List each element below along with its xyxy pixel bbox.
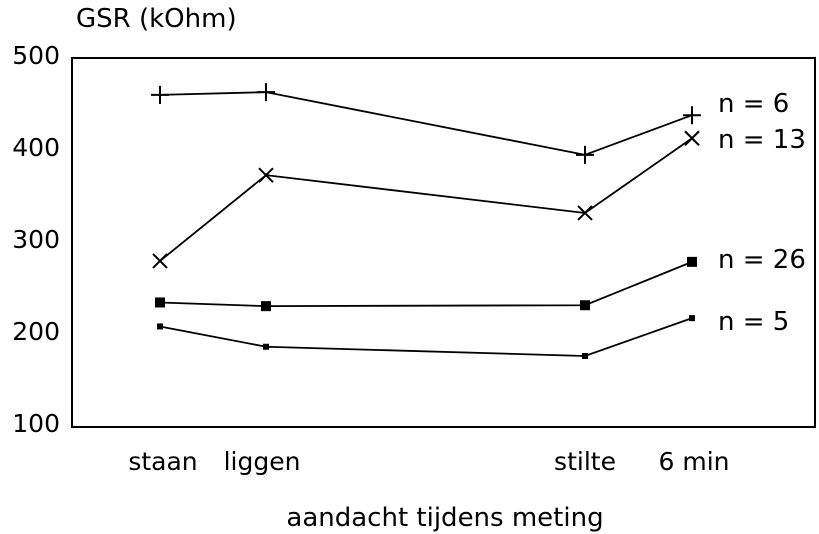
y-tick-label: 200 <box>12 317 60 346</box>
series-line <box>159 91 693 156</box>
data-point <box>258 167 274 183</box>
data-point <box>683 106 701 125</box>
x-tick-label: liggen <box>224 447 301 476</box>
data-point <box>580 300 590 311</box>
series-line <box>159 137 693 262</box>
series-label: n = 6 <box>718 89 789 119</box>
data-point <box>689 315 695 322</box>
data-point <box>157 323 163 330</box>
data-point <box>151 85 169 104</box>
series-label: n = 5 <box>718 307 789 337</box>
x-tick-label: staan <box>128 447 197 476</box>
plot-frame <box>71 57 816 428</box>
series-1: n = 13 <box>152 125 806 269</box>
series-line <box>159 317 693 357</box>
series-label: n = 26 <box>718 245 806 275</box>
x-tick-label: stilte <box>554 447 616 476</box>
data-point <box>687 256 697 267</box>
y-tick-label: 500 <box>12 41 60 70</box>
x-tick-label: 6 min <box>659 447 730 476</box>
data-point <box>684 130 700 146</box>
data-point <box>155 297 165 308</box>
y-tick-label: 400 <box>12 133 60 162</box>
data-point <box>257 83 275 102</box>
series-line <box>159 261 693 308</box>
y-axis-label: GSR (kOhm) <box>76 4 237 34</box>
y-tick-label: 100 <box>12 409 60 438</box>
x-axis-label: aandacht tijdens meting <box>286 503 603 533</box>
series-2: n = 26 <box>155 245 806 312</box>
series-0: n = 6 <box>151 83 789 164</box>
series-label: n = 13 <box>718 125 806 155</box>
y-tick-label: 300 <box>12 225 60 254</box>
series-layer: n = 6 n = 13 n = 26 n = 5 <box>151 83 806 359</box>
data-point <box>576 145 594 164</box>
data-point <box>582 352 588 359</box>
series-3: n = 5 <box>157 307 789 359</box>
data-point <box>152 253 168 269</box>
data-point <box>263 343 269 350</box>
data-point <box>261 301 271 312</box>
data-point <box>577 205 593 221</box>
